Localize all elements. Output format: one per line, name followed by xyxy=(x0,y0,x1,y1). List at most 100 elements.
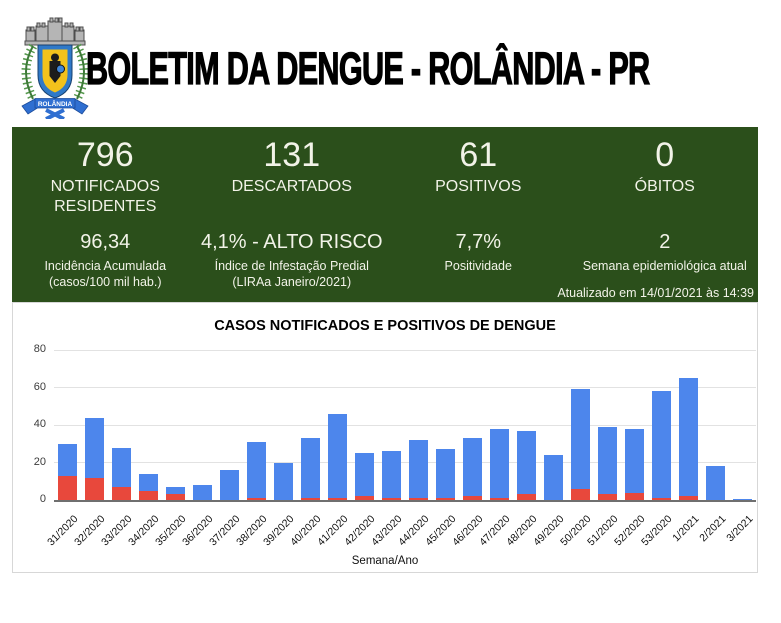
stacked-bar xyxy=(301,438,320,500)
ribbon-banner: ROLÂNDIA xyxy=(21,98,89,119)
bar-segment-notificados xyxy=(652,391,671,499)
stat-label: DESCARTADOS xyxy=(231,178,352,195)
bar-segment-positivos xyxy=(463,496,482,500)
gridline xyxy=(54,349,756,351)
city-coat-of-arms-logo: ROLÂNDIA xyxy=(21,17,89,119)
stat-value: 131 xyxy=(263,136,321,174)
stat-label: POSITIVOS xyxy=(435,178,522,195)
y-tick-label: 40 xyxy=(33,418,46,430)
stacked-bar xyxy=(382,451,401,500)
bar-segment-notificados xyxy=(301,438,320,499)
stat-positividade: 7,7% Positividade xyxy=(385,230,572,290)
stat-infestacao: 4,1% - ALTO RISCO Índice de Infestação P… xyxy=(199,230,386,290)
bar-segment-positivos xyxy=(625,492,644,500)
stacked-bar xyxy=(544,455,563,500)
stacked-bar xyxy=(409,440,428,500)
bar-segment-positivos xyxy=(382,498,401,500)
updated-timestamp: Atualizado em 14/01/2021 às 14:39 xyxy=(557,286,754,300)
stat-positivos: 61 POSITIVOS xyxy=(385,136,572,217)
gridline xyxy=(54,462,756,463)
y-tick-label: 80 xyxy=(33,343,46,355)
stacked-bar xyxy=(328,413,347,500)
bar-segment-notificados xyxy=(706,466,725,500)
y-tick-label: 0 xyxy=(39,493,46,505)
stat-value: 796 xyxy=(76,136,134,174)
stacked-bar xyxy=(166,486,185,500)
gridline xyxy=(54,387,756,388)
bar-segment-notificados xyxy=(247,441,266,499)
stat-label: Índice de Infestação Predial (LIRAa Jane… xyxy=(214,259,369,289)
stacked-bar xyxy=(733,499,752,500)
stacked-bar xyxy=(625,428,644,500)
x-tick-label: 3/2021 xyxy=(723,513,755,545)
bar-segment-positivos xyxy=(490,498,509,500)
bar-segment-positivos xyxy=(139,490,158,500)
stacked-bar xyxy=(706,466,725,500)
bar-segment-positivos xyxy=(328,498,347,500)
stat-obitos: 0 ÓBITOS xyxy=(572,136,759,217)
stat-value: 96,34 xyxy=(80,231,131,253)
stat-incidencia: 96,34 Incidência Acumulada (casos/100 mi… xyxy=(12,230,199,290)
bar-segment-notificados xyxy=(139,473,158,491)
bar-segment-notificados xyxy=(85,417,104,478)
stat-value: 0 xyxy=(655,136,675,174)
bar-segment-positivos xyxy=(58,475,77,500)
bar-segment-positivos xyxy=(571,488,590,500)
crown-icon xyxy=(24,17,86,46)
bar-segment-positivos xyxy=(112,486,131,500)
bar-segment-notificados xyxy=(679,378,698,497)
y-tick-label: 60 xyxy=(33,380,46,393)
stacked-bar xyxy=(490,428,509,500)
bar-segment-notificados xyxy=(58,443,77,476)
stat-label: Positividade xyxy=(444,259,512,273)
stat-label: NOTIFICADOS RESIDENTES xyxy=(50,178,160,215)
bar-segment-positivos xyxy=(355,496,374,500)
stacked-bar xyxy=(112,447,131,500)
stat-value: 2 xyxy=(659,231,671,253)
bar-segment-positivos xyxy=(301,498,320,500)
bar-segment-positivos xyxy=(166,494,185,500)
stat-semana-epidemiologica: 2 Semana epidemiológica atual xyxy=(572,230,759,290)
knight-figure xyxy=(49,53,65,83)
stat-label: ÓBITOS xyxy=(634,178,695,195)
bar-segment-positivos xyxy=(436,498,455,500)
stats-row-2: 96,34 Incidência Acumulada (casos/100 mi… xyxy=(12,217,758,290)
bar-segment-notificados xyxy=(733,499,752,500)
bar-segment-positivos xyxy=(247,498,266,500)
stats-row-1: 796 NOTIFICADOS RESIDENTES 131 DESCARTAD… xyxy=(12,127,758,217)
stacked-bar xyxy=(571,389,590,500)
bar-segment-notificados xyxy=(193,485,212,500)
bar-segment-notificados xyxy=(166,486,185,495)
stacked-bar xyxy=(58,443,77,500)
stacked-bar xyxy=(463,438,482,500)
laurel-branches xyxy=(21,43,89,102)
stacked-bar xyxy=(247,441,266,500)
stacked-bar xyxy=(517,430,536,500)
stat-label: Semana epidemiológica atual xyxy=(582,259,747,273)
stacked-bar xyxy=(355,453,374,500)
bar-segment-notificados xyxy=(436,449,455,499)
bar-segment-positivos xyxy=(517,494,536,500)
chart-title: CASOS NOTIFICADOS E POSITIVOS DE DENGUE xyxy=(214,318,556,334)
bar-segment-notificados xyxy=(382,451,401,499)
stacked-bar xyxy=(85,417,104,500)
bar-segment-positivos xyxy=(409,498,428,500)
bar-segment-notificados xyxy=(625,428,644,493)
bar-segment-notificados xyxy=(544,455,563,500)
stacked-bar xyxy=(193,485,212,500)
stacked-bar xyxy=(274,462,293,500)
stat-notificados: 796 NOTIFICADOS RESIDENTES xyxy=(12,136,199,217)
bar-segment-positivos xyxy=(85,477,104,500)
ribbon-text: ROLÂNDIA xyxy=(38,99,73,108)
bar-segment-notificados xyxy=(463,438,482,497)
x-axis-title: Semana/Ano xyxy=(351,555,419,567)
chart-card: CASOS NOTIFICADOS E POSITIVOS DE DENGUE … xyxy=(12,302,758,573)
stat-descartados: 131 DESCARTADOS xyxy=(199,136,386,217)
y-tick-label: 20 xyxy=(33,455,46,468)
stacked-bar xyxy=(652,391,671,500)
stat-value: 4,1% - ALTO RISCO xyxy=(200,231,383,253)
bar-segment-notificados xyxy=(517,430,536,495)
bar-segment-notificados xyxy=(409,440,428,499)
stacked-bar xyxy=(436,449,455,500)
stat-value: 7,7% xyxy=(455,231,502,253)
